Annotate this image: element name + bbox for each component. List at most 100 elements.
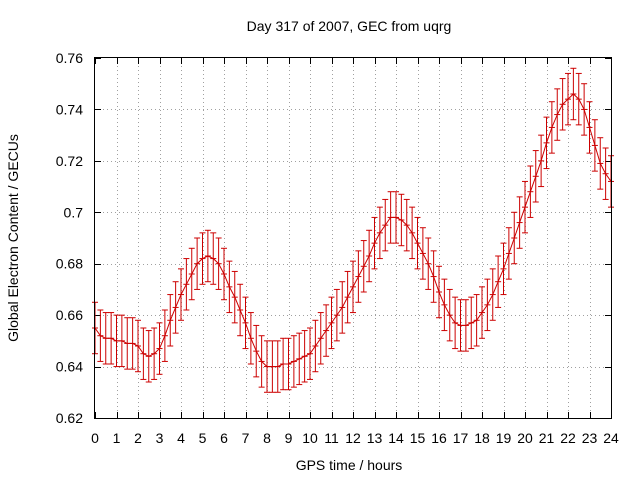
x-axis-tick-labels: 0 1 2 3 4 5 6 7 8 9 10 11 12 13 14 15 16 17 18 19 20 21 22 23 24 — [91, 430, 619, 446]
y-tick-label: 0.7 — [64, 204, 84, 220]
chart-title: Day 317 of 2007, GEC from uqrg — [247, 18, 452, 34]
error-bar — [409, 206, 416, 260]
x-tick-label: 16 — [431, 430, 447, 446]
error-bar — [570, 67, 577, 121]
error-bar — [231, 270, 238, 324]
x-tick-label: 9 — [285, 430, 293, 446]
error-bar — [355, 250, 362, 303]
error-bar — [538, 134, 545, 188]
x-tick-label: 3 — [156, 430, 164, 446]
x-tick-label: 12 — [345, 430, 361, 446]
error-bar — [328, 296, 335, 350]
error-bar — [194, 237, 201, 290]
error-bar — [333, 288, 340, 342]
error-bar — [581, 83, 588, 136]
error-bar — [280, 337, 287, 391]
error-bar — [387, 191, 394, 244]
error-bar — [350, 260, 356, 314]
error-bar — [436, 265, 442, 319]
error-bar — [505, 227, 512, 280]
x-tick-label: 21 — [539, 430, 555, 446]
error-bar — [247, 312, 254, 365]
grid-lines — [95, 58, 611, 418]
x-axis-label: GPS time / hours — [296, 457, 403, 473]
error-bar — [323, 304, 330, 357]
error-bar — [446, 288, 453, 342]
y-tick-label: 0.68 — [56, 256, 83, 272]
error-bar — [597, 137, 604, 190]
error-bar — [113, 314, 120, 368]
y-axis-label: Global Electron Content / GECUs — [5, 134, 21, 342]
error-bar — [102, 312, 109, 365]
error-bar — [344, 270, 351, 324]
error-bar — [565, 72, 571, 126]
x-tick-label: 4 — [177, 430, 185, 446]
x-tick-label: 19 — [496, 430, 512, 446]
x-tick-label: 22 — [560, 430, 576, 446]
x-tick-label: 24 — [603, 430, 619, 446]
error-bar — [118, 314, 125, 368]
error-bar — [360, 240, 367, 293]
error-bar — [258, 335, 265, 388]
error-bar — [215, 237, 222, 290]
error-bar — [161, 309, 168, 362]
error-bar — [167, 294, 174, 347]
error-bar — [135, 319, 141, 373]
x-tick-label: 5 — [199, 430, 207, 446]
error-bar — [307, 327, 313, 380]
error-bar — [312, 319, 319, 373]
x-tick-label: 15 — [410, 430, 426, 446]
error-bar — [221, 247, 227, 301]
error-bar — [430, 250, 437, 303]
error-bar — [527, 165, 534, 218]
x-tick-label: 10 — [302, 430, 318, 446]
error-bar — [586, 101, 593, 154]
error-bar — [484, 278, 491, 332]
error-bar — [548, 101, 555, 154]
error-bar — [419, 227, 426, 280]
y-tick-label: 0.66 — [56, 307, 83, 323]
error-bar — [317, 312, 324, 365]
error-bar — [290, 335, 297, 388]
error-bar — [156, 322, 163, 375]
error-bar — [301, 330, 308, 383]
error-bar — [500, 242, 507, 296]
error-bar — [452, 296, 459, 350]
error-bar — [140, 327, 147, 380]
error-bar — [285, 337, 292, 391]
error-bar — [457, 299, 464, 352]
error-bar — [403, 198, 410, 252]
error-bar — [188, 247, 195, 301]
error-bar — [468, 296, 475, 350]
x-tick-label: 23 — [582, 430, 598, 446]
error-bar — [269, 340, 276, 393]
error-bar — [129, 317, 136, 370]
plot-frame — [94, 57, 612, 419]
x-tick-label: 18 — [474, 430, 490, 446]
error-bar — [199, 232, 206, 285]
y-axis-tick-labels: 0.62 0.64 0.66 0.68 0.7 0.72 0.74 0.76 — [56, 50, 83, 426]
error-bar — [296, 332, 303, 386]
y-tick-label: 0.72 — [56, 153, 83, 169]
error-bar — [489, 268, 496, 321]
error-bar — [414, 216, 421, 270]
error-bar — [532, 150, 539, 203]
error-bar — [462, 299, 469, 352]
data-series — [92, 67, 614, 393]
error-bar — [151, 327, 158, 380]
x-tick-label: 2 — [134, 430, 142, 446]
error-bar — [602, 147, 609, 200]
error-bar — [543, 116, 550, 170]
x-tick-label: 8 — [263, 430, 271, 446]
error-bar — [473, 294, 480, 347]
error-bar — [495, 255, 502, 308]
error-bar — [108, 312, 115, 365]
y-tick-label: 0.62 — [56, 410, 83, 426]
error-bar — [559, 78, 566, 131]
error-bar — [226, 260, 233, 314]
x-tick-label: 14 — [388, 430, 404, 446]
error-bar — [511, 211, 518, 265]
error-bar — [264, 340, 270, 393]
error-bar — [242, 296, 249, 350]
